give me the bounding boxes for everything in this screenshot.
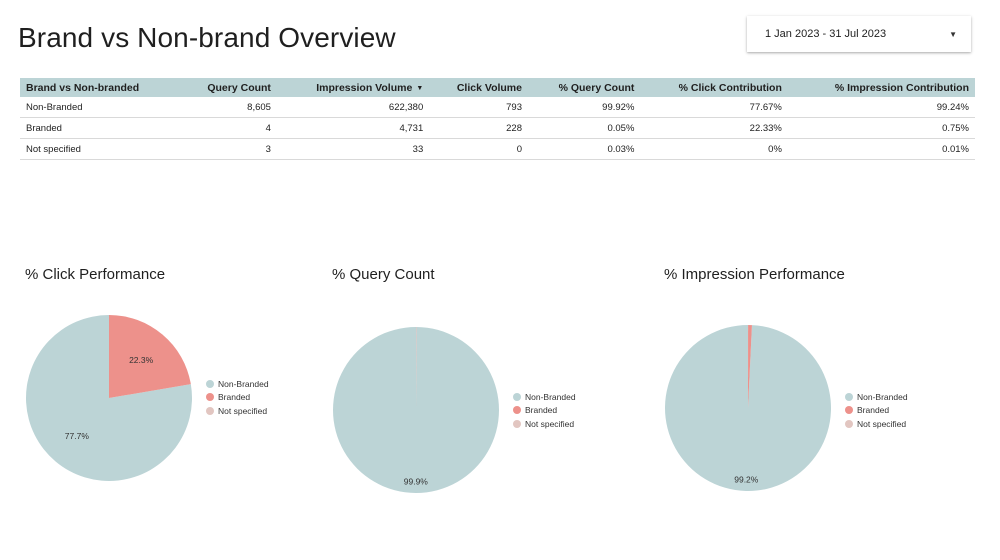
table-cell: 99.92% [528,97,641,118]
table-cell: 793 [429,97,528,118]
legend-item-non-branded[interactable]: Non-Branded [206,377,269,391]
table-row: Branded 4 4,731 228 0.05% 22.33% 0.75% [20,117,975,139]
legend-swatch [845,392,853,401]
table-cell: 0 [429,138,528,160]
legend-item-branded[interactable]: Branded [206,391,269,405]
date-range-picker[interactable]: 1 Jan 2023 - 31 Jul 2023 ▼ [747,16,971,52]
table-cell: 0.05% [528,117,641,139]
pie-chart[interactable]: 99.2% [664,262,854,502]
table-header-row: Brand vs Non-branded Query Count Impress… [20,78,975,97]
pie-label-branded: 22.3% [129,355,154,365]
legend-swatch [513,406,521,415]
legend-swatch [206,379,214,388]
pie-label-non-branded: 77.7% [65,431,90,441]
pie-chart[interactable]: 99.9% [332,262,522,502]
legend-item-branded[interactable]: Branded [513,404,576,418]
column-header-impression-volume[interactable]: Impression Volume ▼ [276,78,430,97]
chart-title: % Click Performance [25,266,166,283]
legend-swatch [845,419,853,428]
query-count-chart: % Query Count 99.9% Non-Branded Branded … [332,262,652,502]
table-cell: 3 [180,138,277,160]
table-cell: 77.67% [640,97,788,118]
pie-chart[interactable]: 77.7% 22.3% [25,262,215,492]
legend-swatch [206,393,214,402]
chart-title: % Impression Performance [664,266,845,283]
table-cell: Non-Branded [20,97,181,118]
legend-swatch [513,419,521,428]
table-cell: 0.75% [787,117,975,139]
legend-swatch [513,392,521,401]
brand-table: Brand vs Non-branded Query Count Impress… [20,78,975,160]
table-cell: 22.33% [640,117,788,139]
pie-slice-non-branded[interactable] [665,325,832,491]
column-header-brand[interactable]: Brand vs Non-branded [20,78,181,97]
table-cell: 622,380 [276,97,430,118]
legend-swatch [845,406,853,415]
table-cell: Branded [20,117,181,139]
table-cell: 4,731 [276,117,430,139]
table-cell: 0.01% [787,138,975,160]
legend-swatch [206,406,214,415]
table-cell: 228 [429,117,528,139]
table-cell: 33 [276,138,430,160]
pie-slice-branded[interactable] [109,315,191,398]
click-performance-chart: % Click Performance 77.7% 22.3% Non-Brand… [25,262,345,502]
column-header-pct-query-count[interactable]: % Query Count [528,78,641,97]
pie-slice-non-branded[interactable] [25,315,192,481]
table-cell: 0.03% [528,138,641,160]
legend-item-not-specified[interactable]: Not specified [206,404,269,418]
pie-slice-branded[interactable] [748,325,752,408]
chart-legend: Non-Branded Branded Not specified [513,390,576,431]
legend-item-not-specified[interactable]: Not specified [845,417,908,431]
column-header-pct-click-contribution[interactable]: % Click Contribution [640,78,788,97]
chart-legend: Non-Branded Branded Not specified [845,390,908,431]
table-cell: 0% [640,138,788,160]
column-header-click-volume[interactable]: Click Volume [429,78,528,97]
column-header-pct-impression-contribution[interactable]: % Impression Contribution [787,78,975,97]
legend-item-not-specified[interactable]: Not specified [513,417,576,431]
chart-title: % Query Count [332,266,435,283]
page-title: Brand vs Non-brand Overview [18,22,396,53]
table-cell: 4 [180,117,277,139]
legend-item-branded[interactable]: Branded [845,404,908,418]
legend-item-non-branded[interactable]: Non-Branded [845,390,908,404]
date-range-label: 1 Jan 2023 - 31 Jul 2023 [765,28,887,40]
sort-desc-icon[interactable]: ▼ [416,84,424,92]
column-header-query-count[interactable]: Query Count [180,78,277,97]
table-cell: 99.24% [787,97,975,118]
pie-label-non-branded: 99.2% [734,474,759,484]
table-cell: 8,605 [180,97,277,118]
table-cell: Not specified [20,138,181,160]
impression-performance-chart: % Impression Performance 99.2% Non-Brand… [664,262,984,502]
table-row: Not specified 3 33 0 0.03% 0% 0.01% [20,138,975,160]
pie-label-non-branded: 99.9% [404,476,429,486]
caret-down-icon: ▼ [949,29,957,39]
legend-item-non-branded[interactable]: Non-Branded [513,390,576,404]
chart-legend: Non-Branded Branded Not specified [206,377,269,418]
pie-slice-non-branded[interactable] [333,327,500,493]
table-row: Non-Branded 8,605 622,380 793 99.92% 77.… [20,97,975,118]
